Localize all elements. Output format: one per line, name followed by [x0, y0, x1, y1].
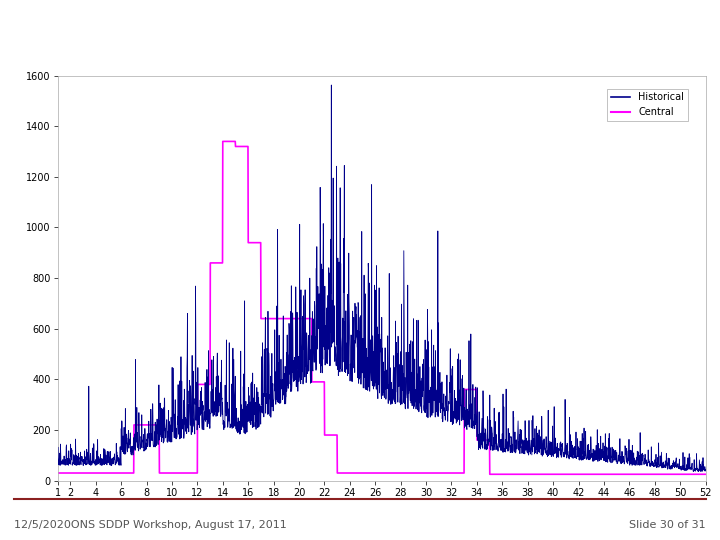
Central: [381, 470, 390, 476]
Text: 12/5/2020ONS SDDP Workshop, August 17, 2011: 12/5/2020ONS SDDP Workshop, August 17, 2…: [14, 521, 287, 530]
Central: [629, 471, 638, 477]
Historical: [155, 437, 163, 443]
Historical: [53, 460, 62, 466]
Text: Benmore half-hourly prices over 2008: Benmore half-hourly prices over 2008: [7, 46, 348, 64]
Historical: [381, 384, 390, 391]
Central: [53, 470, 62, 476]
Central: [485, 471, 494, 477]
Historical: [327, 82, 336, 88]
Historical: [701, 468, 710, 474]
Historical: [629, 451, 637, 458]
Text: New Zealand electricity market: New Zealand electricity market: [7, 6, 444, 34]
Historical: [647, 461, 656, 468]
Central: [218, 138, 227, 145]
Central: [701, 471, 710, 477]
Line: Historical: Historical: [58, 85, 706, 471]
Line: Central: Central: [58, 141, 706, 474]
Historical: [420, 402, 428, 409]
Central: [155, 422, 163, 428]
Central: [341, 470, 350, 476]
Historical: [341, 369, 350, 376]
Central: [420, 470, 428, 476]
Text: Slide 30 of 31: Slide 30 of 31: [629, 521, 706, 530]
Legend: Historical, Central: Historical, Central: [607, 89, 688, 121]
Central: [647, 471, 656, 477]
Historical: [694, 468, 703, 475]
